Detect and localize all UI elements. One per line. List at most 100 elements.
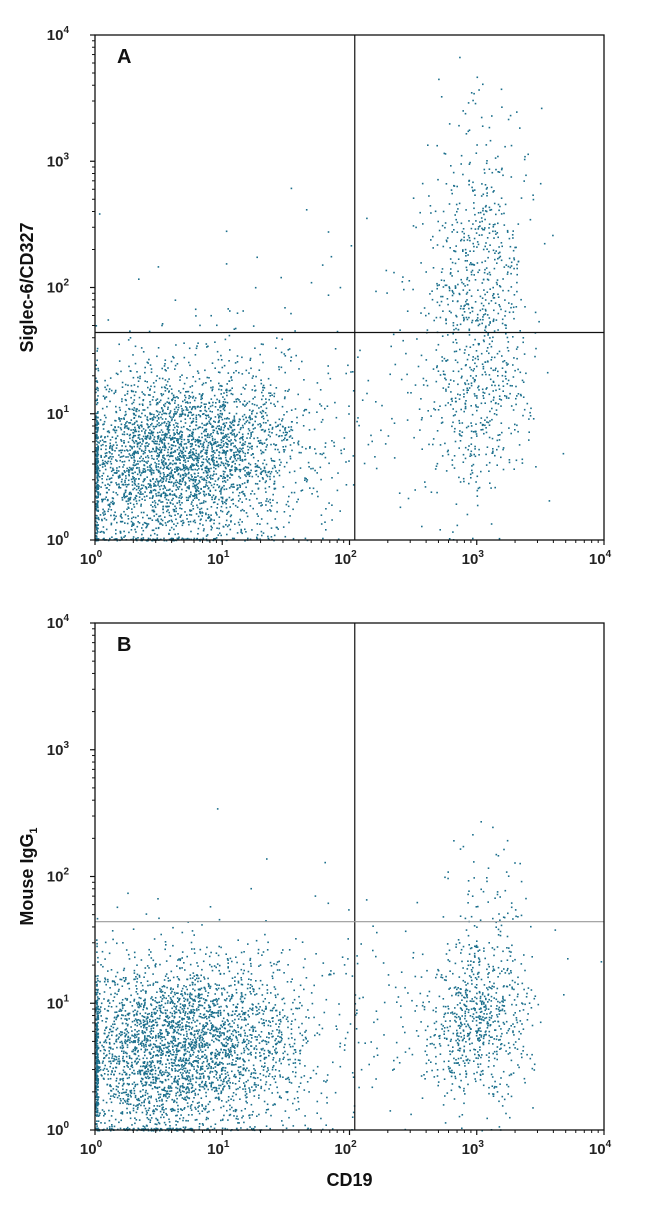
event-point <box>146 406 149 409</box>
event-point <box>175 496 178 498</box>
event-point <box>102 512 104 514</box>
event-point <box>106 1017 108 1020</box>
event-point <box>134 421 136 424</box>
event-point <box>127 500 130 502</box>
event-point <box>366 217 368 220</box>
event-point <box>157 418 160 420</box>
event-point <box>432 235 434 238</box>
event-point <box>222 502 224 505</box>
event-point <box>180 442 182 445</box>
event-point <box>277 424 279 426</box>
event-point <box>148 432 150 434</box>
event-point <box>467 383 470 385</box>
event-point <box>156 415 159 417</box>
event-point <box>195 490 198 493</box>
event-point <box>239 486 241 488</box>
event-point <box>470 271 473 273</box>
event-point <box>502 385 505 387</box>
event-point <box>123 464 125 466</box>
event-point <box>195 418 198 421</box>
event-point <box>213 538 215 540</box>
event-point <box>470 227 473 230</box>
event-point <box>231 433 233 436</box>
event-point <box>97 441 99 443</box>
event-point <box>127 339 130 341</box>
event-point <box>242 435 244 438</box>
event-point <box>161 448 163 451</box>
event-point <box>168 511 170 514</box>
event-point <box>119 456 122 458</box>
event-point <box>178 482 180 484</box>
event-point <box>193 1009 196 1011</box>
event-point <box>111 447 113 450</box>
event-point <box>120 440 123 442</box>
event-point <box>481 261 483 264</box>
event-point <box>96 347 99 350</box>
event-point <box>468 179 471 182</box>
event-point <box>328 502 330 504</box>
event-point <box>452 341 455 344</box>
event-point <box>256 256 258 259</box>
event-point <box>134 362 137 365</box>
event-point <box>130 384 133 387</box>
event-point <box>214 464 217 467</box>
event-point <box>255 465 257 468</box>
event-point <box>153 482 155 485</box>
event-point <box>195 424 198 427</box>
event-point <box>195 462 198 465</box>
event-point <box>153 428 155 430</box>
event-point <box>161 410 164 413</box>
event-point <box>191 948 193 950</box>
event-point <box>169 476 171 479</box>
event-point <box>502 360 504 363</box>
event-point <box>224 404 226 407</box>
event-point <box>512 249 515 252</box>
event-point <box>248 429 251 432</box>
event-point <box>290 187 293 190</box>
event-point <box>137 1055 140 1057</box>
event-point <box>171 438 173 441</box>
event-point <box>134 528 136 531</box>
event-point <box>157 435 160 437</box>
event-point <box>469 161 471 164</box>
event-point <box>138 415 140 417</box>
event-point <box>109 447 111 450</box>
event-point <box>243 467 245 469</box>
event-point <box>171 436 174 439</box>
event-point <box>257 466 259 468</box>
event-point <box>239 468 242 471</box>
event-point <box>287 505 290 508</box>
event-point <box>492 293 495 295</box>
event-point <box>131 436 134 439</box>
event-point <box>495 168 497 171</box>
event-point <box>498 304 500 306</box>
event-point <box>191 456 193 459</box>
event-point <box>178 501 181 504</box>
event-point <box>230 450 232 452</box>
event-point <box>288 471 291 474</box>
event-point <box>157 347 160 349</box>
event-point <box>213 501 216 503</box>
event-point <box>171 1007 173 1010</box>
event-point <box>141 403 144 405</box>
event-point <box>324 407 326 410</box>
event-point <box>153 413 155 416</box>
event-point <box>208 462 211 464</box>
event-point <box>127 441 130 443</box>
event-point <box>172 537 174 540</box>
event-point <box>492 390 494 392</box>
event-point <box>219 475 222 477</box>
event-point <box>208 458 210 460</box>
event-point <box>247 452 249 454</box>
event-point <box>160 484 163 487</box>
event-point <box>109 439 112 441</box>
event-point <box>182 454 184 457</box>
event-point <box>244 422 246 425</box>
event-point <box>163 454 165 457</box>
event-point <box>516 346 519 348</box>
event-point <box>460 222 463 225</box>
event-point <box>184 406 187 408</box>
event-point <box>151 501 154 503</box>
event-point <box>445 183 448 185</box>
event-point <box>441 295 444 298</box>
